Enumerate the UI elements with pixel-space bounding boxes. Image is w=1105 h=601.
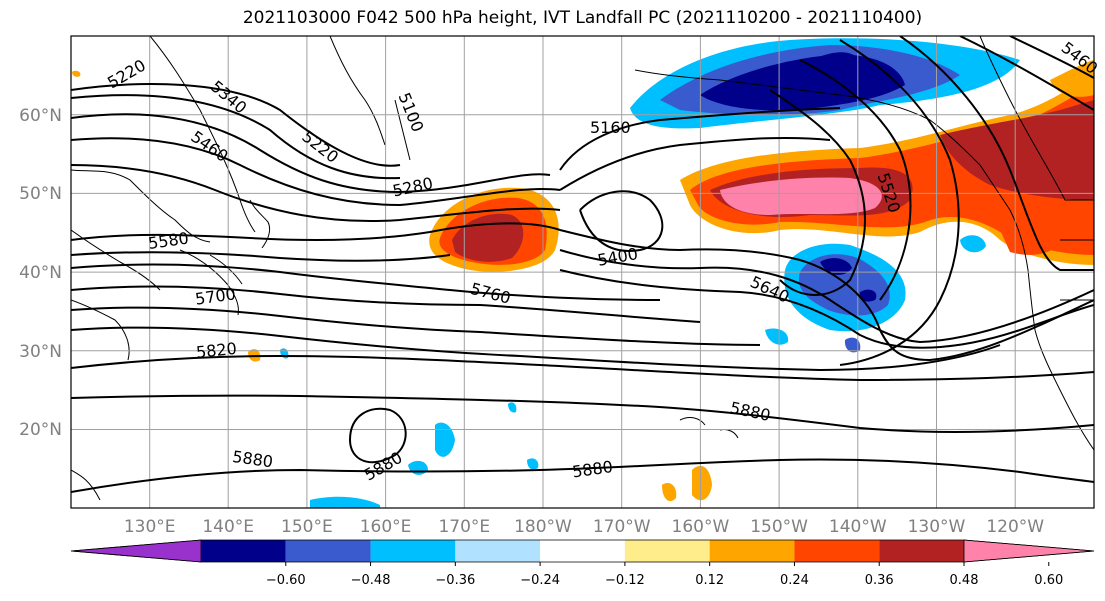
map-title: 2021103000 F042 500 hPa height, IVT Land… [242,8,923,28]
map-frame [70,35,1095,509]
colorbar-tick-label: 0.12 [695,573,724,588]
lat-label-40n: 40°N [19,263,62,283]
colorbar-tick-label: 0.48 [950,573,979,588]
contour-label-5820: 5820 [195,339,237,362]
colorbar-segment [370,540,456,562]
colorbar-tick-label: 0.24 [780,573,809,588]
colorbar-segment [624,540,710,562]
colorbar-tick-label: −0.48 [351,573,391,588]
colorbar [70,539,1095,563]
lon-label-170e: 170°E [438,517,490,537]
colorbar-tick-label: −0.24 [520,573,560,588]
colorbar-tick-label: 0.36 [865,573,894,588]
lat-label-60n: 60°N [19,106,62,126]
lon-label-160w: 160°W [672,517,730,537]
lon-label-140e: 140°E [202,517,254,537]
longitude-labels: 130°E 140°E 150°E 160°E 170°E 180°W 170°… [124,517,1044,537]
colorbar-tick-label: −0.36 [435,573,475,588]
latitude-labels: 60°N 50°N 40°N 30°N 20°N [19,106,62,440]
colorbar-segment [201,540,286,562]
colorbar-labels: −0.60 −0.48 −0.36 −0.24 −0.12 0.12 0.24 0.36 0.4… [266,562,1063,588]
height-contours [71,36,1094,493]
lon-label-120w: 120°W [986,517,1044,537]
lon-label-150e: 150°E [281,517,333,537]
colorbar-outline [70,539,1095,563]
colorbar-tick-label: 0.60 [1034,573,1063,588]
colorbar-segment [794,540,880,562]
colorbar-segment [709,540,795,562]
colorbar-segment-low-extend [70,539,202,563]
lon-label-170w: 170°W [593,517,651,537]
colorbar-segment [540,540,625,562]
ivt-shading [72,38,1094,508]
lon-label-180w: 180°W [514,517,572,537]
lon-label-130e: 130°E [124,517,176,537]
colorbar-segment-high-extend [963,539,1095,563]
colorbar-tick-label: −0.12 [605,573,645,588]
lon-label-140w: 140°W [829,517,887,537]
colorbar-segment [285,540,371,562]
colorbar-tick-label: −0.60 [266,573,306,588]
lat-label-20n: 20°N [19,420,62,440]
lon-label-130w: 130°W [908,517,966,537]
lat-label-50n: 50°N [19,184,62,204]
lon-label-160e: 160°E [360,517,412,537]
contour-label-5160: 5160 [590,118,631,137]
lat-label-30n: 30°N [19,342,62,362]
colorbar-segment [455,540,541,562]
colorbar-segment [879,540,964,562]
lon-label-150w: 150°W [750,517,808,537]
